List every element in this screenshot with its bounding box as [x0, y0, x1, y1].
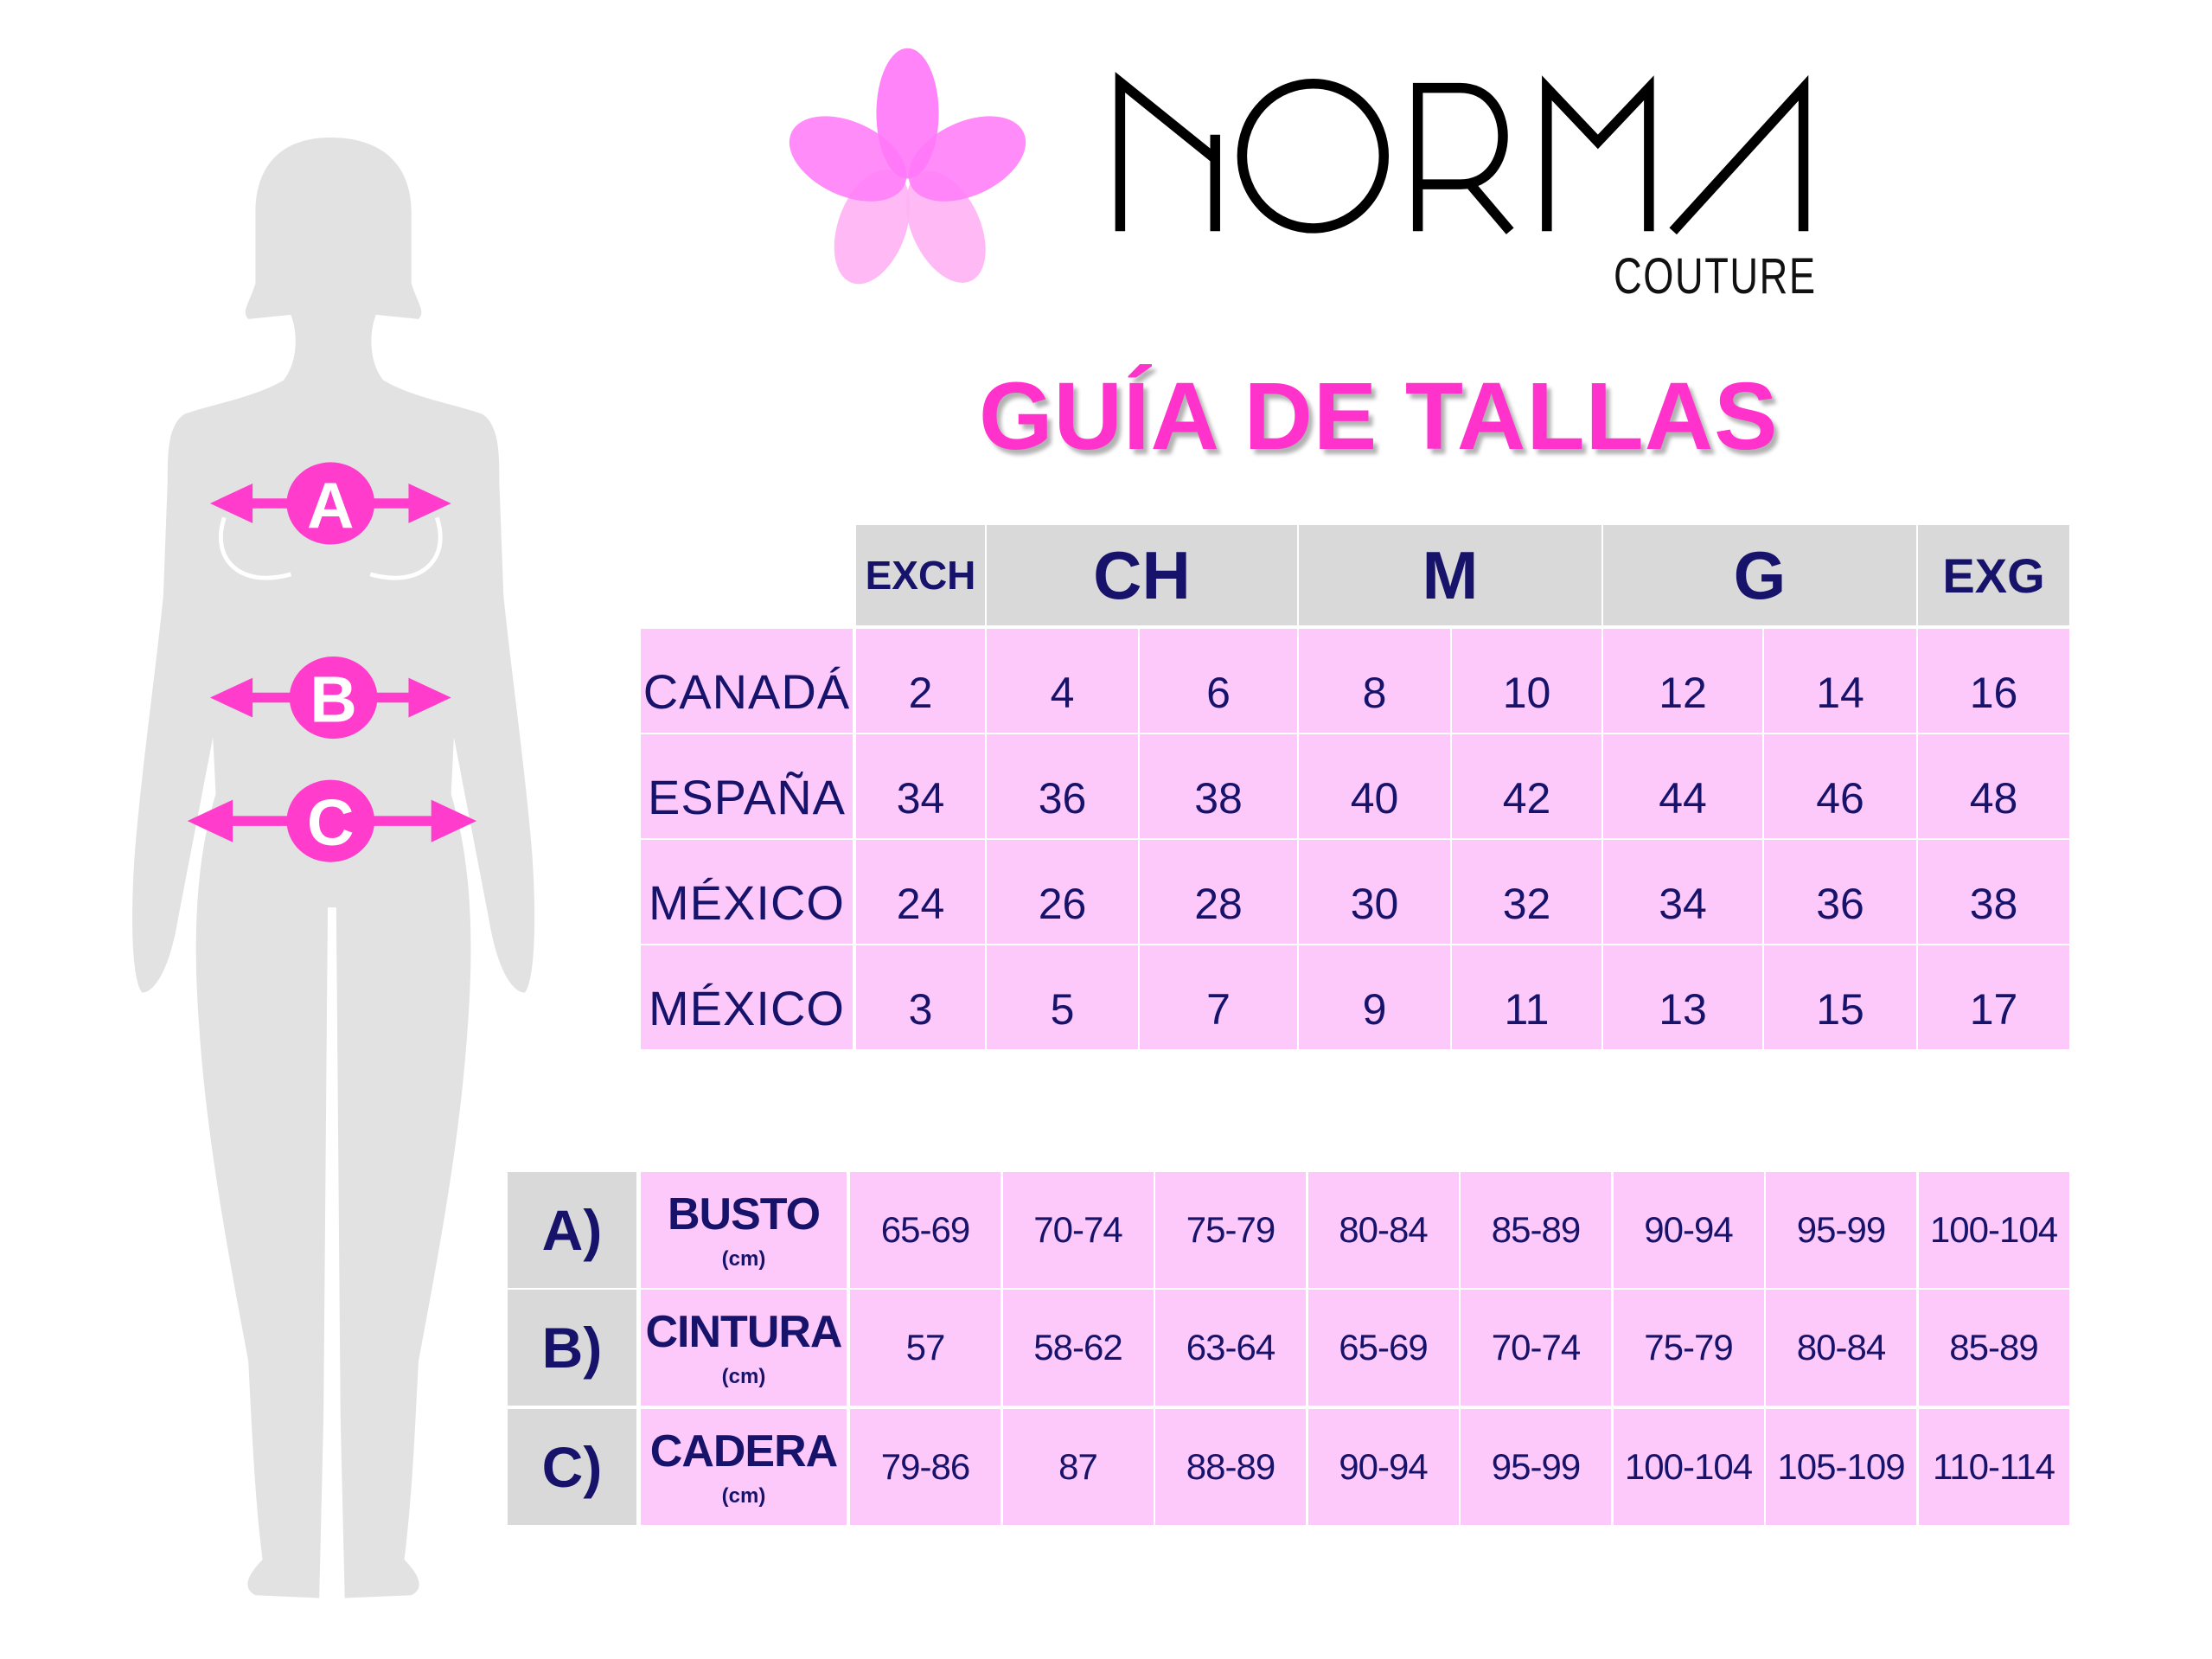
measure-cell: 95-99	[1766, 1172, 1916, 1288]
size-cell: 2	[856, 629, 985, 733]
measure-cell: 85-89	[1461, 1172, 1611, 1288]
measure-cell: 70-74	[1461, 1290, 1611, 1406]
arrow-right-icon	[431, 799, 477, 842]
size-cell: 5	[987, 945, 1138, 1049]
measure-label: CINTURA (cm)	[641, 1290, 847, 1406]
measure-cell: 110-114	[1918, 1409, 2069, 1525]
flower-icon	[789, 48, 1026, 285]
size-cell: 17	[1918, 945, 2069, 1049]
measure-unit: (cm)	[721, 1484, 766, 1508]
measure-unit: (cm)	[721, 1247, 766, 1271]
size-cell: 8	[1299, 629, 1450, 733]
measure-cell: 95-99	[1461, 1409, 1611, 1525]
measure-cell: 80-84	[1307, 1172, 1459, 1288]
measure-cell: 88-89	[1155, 1409, 1306, 1525]
marker-a: A	[209, 462, 451, 545]
size-group-header: EXG	[1918, 525, 2069, 625]
measure-name: BUSTO	[667, 1189, 821, 1239]
measure-cell: 105-109	[1766, 1409, 1916, 1525]
brand-subtitle: COUTURE	[1614, 248, 1817, 304]
size-cell: 12	[1603, 629, 1762, 733]
size-cell: 26	[987, 840, 1138, 944]
size-cell: 36	[1764, 840, 1916, 944]
size-cell: 46	[1764, 734, 1916, 838]
size-group-header: M	[1299, 525, 1601, 625]
measure-letter: C)	[508, 1409, 636, 1525]
size-cell: 9	[1299, 945, 1450, 1049]
size-cell: 48	[1918, 734, 2069, 838]
size-cell: 38	[1140, 734, 1297, 838]
size-cell: 6	[1140, 629, 1297, 733]
size-group-header: CH	[987, 525, 1297, 625]
size-cell: 42	[1452, 734, 1601, 838]
bust-outline	[218, 516, 443, 580]
measure-letter: A)	[508, 1172, 636, 1288]
size-cell: 38	[1918, 840, 2069, 944]
marker-c-label: C	[307, 786, 354, 859]
country-label: ESPAÑA	[641, 734, 853, 838]
measure-label: BUSTO (cm)	[641, 1172, 847, 1288]
measure-cell: 70-74	[1002, 1172, 1154, 1288]
size-cell: 13	[1603, 945, 1762, 1049]
measure-cell: 57	[850, 1290, 1001, 1406]
measure-cell: 65-69	[1307, 1290, 1459, 1406]
page-title: GUÍA DE TALLAS	[979, 363, 1779, 470]
measure-unit: (cm)	[721, 1365, 766, 1388]
size-cell: 15	[1764, 945, 1916, 1049]
country-label: CANADÁ	[641, 629, 853, 733]
measure-cell: 100-104	[1613, 1409, 1764, 1525]
measure-cell: 90-94	[1307, 1409, 1459, 1525]
size-cell: 3	[856, 945, 985, 1049]
body-silhouette	[132, 138, 535, 1598]
size-cell: 44	[1603, 734, 1762, 838]
measure-name: CADERA	[649, 1426, 838, 1476]
size-cell: 4	[987, 629, 1138, 733]
arrow-left-icon	[209, 484, 253, 523]
measure-cell: 65-69	[850, 1172, 1001, 1288]
size-group-header: EXCH	[856, 525, 985, 625]
size-cell: 34	[856, 734, 985, 838]
arrow-right-icon	[408, 484, 451, 523]
size-cell: 34	[1603, 840, 1762, 944]
measure-label: CADERA (cm)	[641, 1409, 847, 1525]
measure-cell: 100-104	[1918, 1172, 2069, 1288]
measure-cell: 58-62	[1002, 1290, 1154, 1406]
size-cell: 7	[1140, 945, 1297, 1049]
size-cell: 16	[1918, 629, 2069, 733]
marker-b: B	[209, 657, 451, 740]
measure-letter: B)	[508, 1290, 636, 1406]
country-label: MÉXICO	[641, 840, 853, 944]
marker-b-label: B	[310, 663, 356, 735]
measure-cell: 79-86	[850, 1409, 1001, 1525]
size-cell: 28	[1140, 840, 1297, 944]
size-cell: 11	[1452, 945, 1601, 1049]
size-cell: 14	[1764, 629, 1916, 733]
measure-cell: 87	[1002, 1409, 1154, 1525]
measure-cell: 80-84	[1766, 1290, 1916, 1406]
measure-cell: 75-79	[1155, 1172, 1306, 1288]
measure-cell: 75-79	[1613, 1290, 1764, 1406]
arrow-left-icon	[209, 677, 253, 718]
brand-wordmark	[1115, 72, 1809, 235]
country-label: MÉXICO	[641, 945, 853, 1049]
measure-cell: 63-64	[1155, 1290, 1306, 1406]
measure-name: CINTURA	[645, 1307, 843, 1357]
measure-cell: 90-94	[1613, 1172, 1764, 1288]
arrow-left-icon	[187, 799, 233, 842]
size-cell: 36	[987, 734, 1138, 838]
marker-c: C	[187, 779, 477, 862]
arrow-right-icon	[408, 677, 451, 718]
size-group-header: G	[1603, 525, 1916, 625]
size-cell: 40	[1299, 734, 1450, 838]
size-cell: 32	[1452, 840, 1601, 944]
marker-a-label: A	[307, 469, 354, 541]
size-cell: 24	[856, 840, 985, 944]
measure-cell: 85-89	[1918, 1290, 2069, 1406]
size-cell: 10	[1452, 629, 1601, 733]
size-cell: 30	[1299, 840, 1450, 944]
